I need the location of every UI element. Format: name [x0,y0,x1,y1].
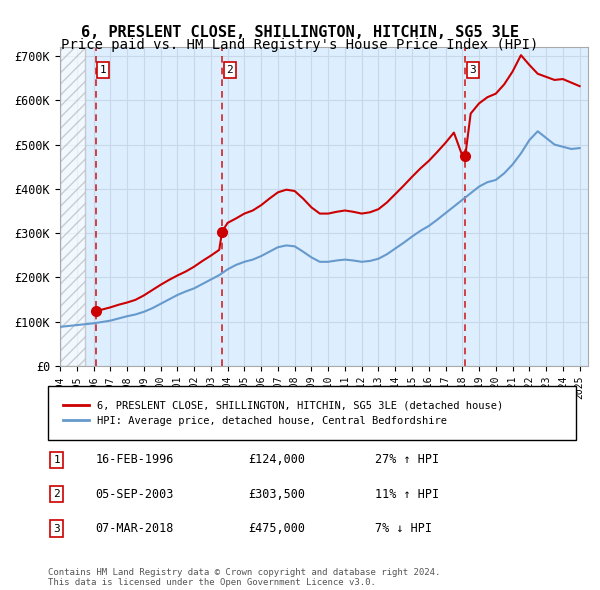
Legend: 6, PRESLENT CLOSE, SHILLINGTON, HITCHIN, SG5 3LE (detached house), HPI: Average : 6, PRESLENT CLOSE, SHILLINGTON, HITCHIN,… [58,396,508,430]
Bar [60,47,85,366]
Text: £303,500: £303,500 [248,487,305,501]
Text: 07-MAR-2018: 07-MAR-2018 [95,522,174,535]
Text: Price paid vs. HM Land Registry's House Price Index (HPI): Price paid vs. HM Land Registry's House … [61,38,539,52]
Text: 27% ↑ HPI: 27% ↑ HPI [376,453,439,466]
FancyBboxPatch shape [48,386,576,440]
Text: £124,000: £124,000 [248,453,305,466]
Text: 2: 2 [226,65,233,75]
Text: 1: 1 [100,65,106,75]
Text: 3: 3 [53,523,60,533]
Text: 6, PRESLENT CLOSE, SHILLINGTON, HITCHIN, SG5 3LE: 6, PRESLENT CLOSE, SHILLINGTON, HITCHIN,… [81,25,519,40]
Text: 2: 2 [53,489,60,499]
Text: 05-SEP-2003: 05-SEP-2003 [95,487,174,501]
Text: 11% ↑ HPI: 11% ↑ HPI [376,487,439,501]
Text: 7% ↓ HPI: 7% ↓ HPI [376,522,433,535]
Text: Contains HM Land Registry data © Crown copyright and database right 2024.
This d: Contains HM Land Registry data © Crown c… [48,568,440,587]
Text: £475,000: £475,000 [248,522,305,535]
Text: 16-FEB-1996: 16-FEB-1996 [95,453,174,466]
Text: 1: 1 [53,455,60,465]
Text: 3: 3 [469,65,476,75]
